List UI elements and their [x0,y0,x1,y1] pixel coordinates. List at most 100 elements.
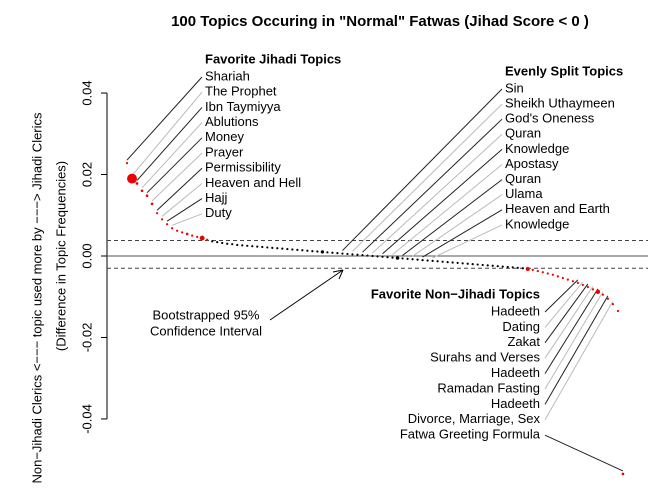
point [621,472,625,476]
point [291,248,294,251]
point [231,243,234,246]
point [446,261,449,264]
y-axis-label: Non−Jihadi Clerics <−−− topic used more … [29,112,44,484]
point [466,262,469,265]
point [286,247,289,251]
annotation-label: Hajj [205,190,228,205]
annotation-leader [412,194,503,257]
annotation-leader [544,281,584,328]
point [336,252,339,255]
annotation-label: Divorce, Marriage, Sex [408,411,541,426]
point [155,212,159,215]
point [221,241,224,245]
annotation-leader [161,183,203,217]
point [266,246,269,249]
annotation-leader [151,152,203,202]
annotation-leader [171,213,203,226]
annotation-label: Ablutions [205,114,259,129]
annotation-label: Surahs and Verses [430,350,540,365]
point [441,260,444,263]
annotation-leader [141,122,203,189]
point [486,264,489,267]
annotation-leader [146,137,203,194]
point [271,246,274,249]
point [176,229,179,232]
point [531,268,534,271]
annotation-label: Shariah [205,68,250,83]
point [536,269,539,273]
annotation-leader [382,149,503,255]
annotation-label: Sin [505,80,524,95]
annotation-label: God's Oneness [505,111,595,126]
point [376,255,379,258]
annotation-leader [136,107,203,181]
point [496,265,499,268]
annotation-label: Hadeeth [491,303,540,318]
point [501,265,504,268]
annotation-leader [402,179,503,256]
ci-label: Confidence Interval [150,323,262,338]
point [481,263,484,267]
point [541,271,544,274]
point [371,254,374,258]
point [591,288,594,291]
point [491,264,494,267]
annotation-label: Apostasy [505,156,559,171]
annotation-label: Sheikh Uthaymeen [505,96,615,111]
annotation-leader [342,88,503,251]
y-tick-label: -0.02 [79,323,94,353]
annotation-label: Hadeeth [491,396,540,411]
point [521,267,524,270]
point [211,240,214,243]
point [406,257,409,260]
ci-label: Bootstrapped 95% [153,307,260,322]
point [206,238,209,241]
annotation-label: Quran [505,171,541,186]
annotation-label: Zakat [507,334,540,349]
annotation-label: Prayer [205,144,244,159]
annotation-leader [544,295,609,405]
point [571,280,574,283]
point [185,232,189,236]
point [556,275,559,278]
point [306,249,309,252]
annotation-label: The Prophet [205,84,277,99]
point [426,259,429,262]
point [395,256,400,260]
point [150,202,154,206]
point [411,258,414,261]
point [196,235,199,238]
point [135,182,139,185]
point [516,266,519,269]
point [125,161,129,165]
annotation-leader [131,91,203,176]
annotation-leader [544,283,589,344]
point [326,251,329,254]
point [256,245,259,248]
point [145,194,149,198]
chart-title: 100 Topics Occuring in "Normal" Fatwas (… [171,13,589,30]
point [451,261,454,264]
annotation-leader [352,103,503,252]
point [616,309,620,313]
annotation-label: Heaven and Hell [205,175,301,190]
annotation-leader [372,133,503,254]
annotation-label: Knowledge [505,216,569,231]
point [586,285,589,289]
y-tick-label: 0.00 [79,243,94,268]
point [181,231,184,234]
y-axis-label: (Difference in Topic Frequencies) [53,161,68,351]
point [316,250,319,253]
y-tick-label: 0.04 [79,80,94,105]
point [320,250,325,254]
annotation-leader [544,300,614,421]
point [606,297,610,300]
point [356,253,359,256]
annotation-leader [166,198,203,222]
point [331,251,334,254]
annotation-label: Ramadan Fasting [437,380,540,395]
point [595,289,601,295]
annotation-label: Heaven and Earth [505,201,610,216]
y-tick-label: -0.04 [79,404,94,434]
